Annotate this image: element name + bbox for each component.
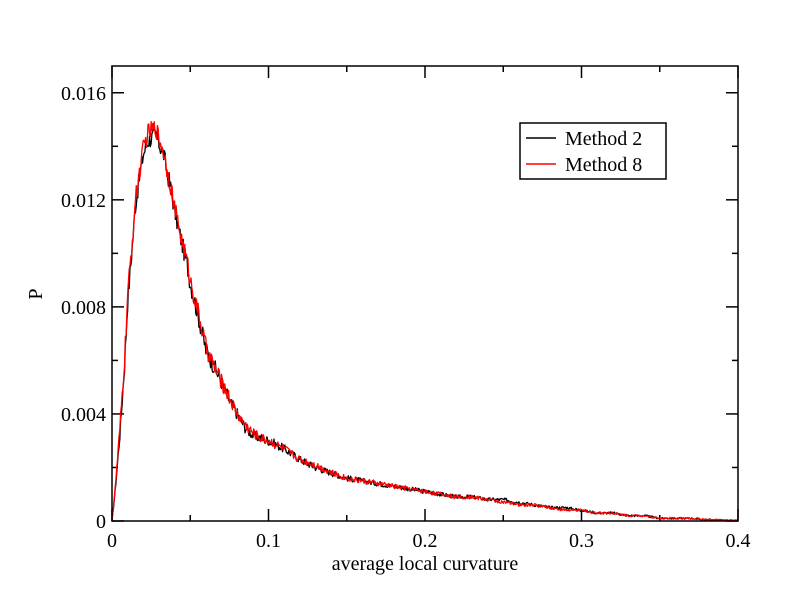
x-tick-label: 0 <box>107 530 117 552</box>
y-tick-label: 0.008 <box>61 297 106 319</box>
y-axis-ticks: 0 0.004 0.008 0.012 0.016 <box>61 83 738 533</box>
series-layer <box>111 120 739 522</box>
x-axis-title: average local curvature <box>332 553 519 575</box>
x-tick-label: 0.4 <box>726 530 751 552</box>
legend-label-method-8: Method 8 <box>565 154 642 176</box>
legend-box <box>519 122 667 180</box>
y-axis-title: P <box>25 288 47 299</box>
y-tick-label: 0.016 <box>61 83 106 105</box>
y-tick-label: 0 <box>96 511 106 533</box>
x-tick-label: 0.1 <box>256 530 281 552</box>
plot-frame <box>111 65 739 522</box>
legend: Method 2 Method 8 <box>519 122 667 180</box>
legend-label-method-2: Method 2 <box>565 128 642 150</box>
x-tick-label: 0.2 <box>413 530 438 552</box>
x-tick-label: 0.3 <box>569 530 594 552</box>
y-tick-label: 0.004 <box>61 404 106 426</box>
y-tick-label: 0.012 <box>61 190 106 212</box>
series-line-method-8 <box>111 120 739 522</box>
